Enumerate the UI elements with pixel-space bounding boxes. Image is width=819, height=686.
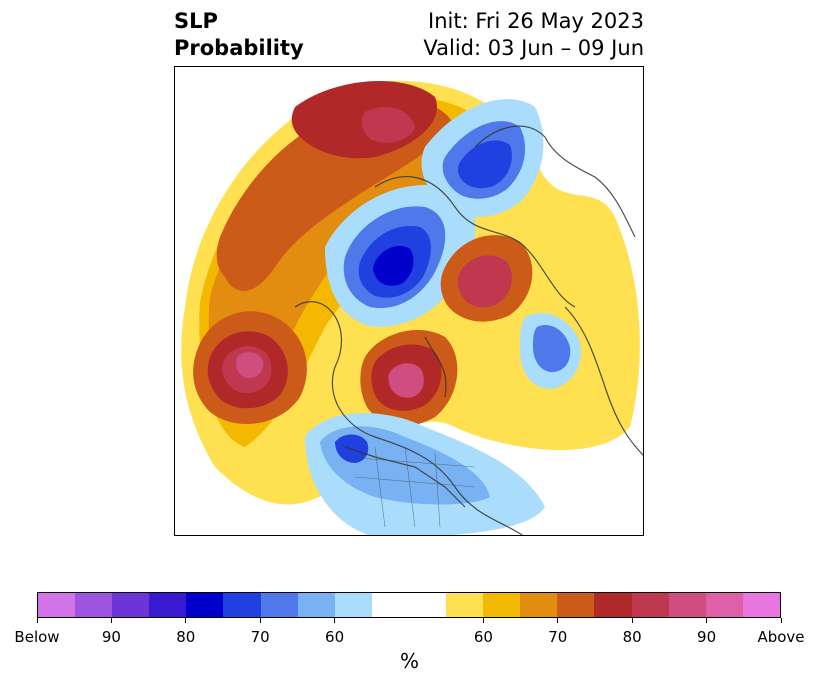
colorbar-tick-mark xyxy=(36,618,38,623)
europe-below-70-region xyxy=(533,325,571,373)
colorbar-above-swatch xyxy=(446,593,484,617)
colorbar-above-swatch xyxy=(520,593,558,617)
colorbar-tick-label: 70 xyxy=(548,628,568,646)
title-variable: SLP xyxy=(174,9,218,33)
colorbar-below-swatch xyxy=(260,593,298,617)
init-date: Init: Fri 26 May 2023 xyxy=(428,9,644,33)
above-85-region xyxy=(361,107,415,143)
colorbar-below-swatch xyxy=(149,593,187,617)
eurasia-below-80-region xyxy=(457,140,512,189)
colorbar-tick-mark xyxy=(110,618,112,623)
arctic-below-90-region xyxy=(373,245,414,286)
map-panel xyxy=(174,66,644,536)
state-borders xyxy=(344,446,476,528)
colorbar-below-swatch xyxy=(112,593,150,617)
colorbar-above-swatch xyxy=(631,593,669,617)
colorbar-above-swatch xyxy=(705,593,743,617)
colorbar xyxy=(37,592,781,618)
colorbar-above-swatch xyxy=(483,593,521,617)
probability-map xyxy=(181,80,643,535)
colorbar-label: % xyxy=(399,649,419,673)
colorbar-tick-label: 90 xyxy=(697,628,717,646)
valid-range: Valid: 03 Jun – 09 Jun xyxy=(423,36,644,60)
colorbar-tick-label: 60 xyxy=(473,628,493,646)
pacific-above-90-region xyxy=(236,352,264,379)
colorbar-below-swatch xyxy=(186,593,224,617)
colorbar-tick-mark xyxy=(334,618,336,623)
colorbar-tick-mark xyxy=(482,618,484,623)
map-title-right: Init: Fri 26 May 2023 Valid: 03 Jun – 09… xyxy=(423,8,644,62)
colorbar-below-swatch xyxy=(223,593,261,617)
coastlines xyxy=(294,125,643,535)
canada-above-85-region xyxy=(388,363,424,398)
colorbar-tick-label: Above xyxy=(757,628,805,646)
colorbar-neutral-swatch xyxy=(371,593,447,617)
colorbar-below-swatch xyxy=(297,593,335,617)
colorbar-below-swatch xyxy=(75,593,113,617)
colorbar-tick-label: 80 xyxy=(176,628,196,646)
colorbar-tick-label: 90 xyxy=(101,628,121,646)
colorbar-tick-label: 70 xyxy=(250,628,270,646)
siberia-above-85-region xyxy=(457,255,512,308)
map-title-left: SLP Probability xyxy=(174,8,304,62)
colorbar-tick-mark xyxy=(706,618,708,623)
colorbar-above-swatch xyxy=(668,593,706,617)
colorbar-tick-mark xyxy=(631,618,633,623)
colorbar-tick-mark xyxy=(780,618,782,623)
colorbar-below-swatch xyxy=(38,593,76,617)
colorbar-above-swatch xyxy=(742,593,780,617)
colorbar-above-swatch xyxy=(594,593,632,617)
colorbar-tick-mark xyxy=(259,618,261,623)
colorbar-below-swatch xyxy=(334,593,372,617)
colorbar-tick-mark xyxy=(557,618,559,623)
colorbar-tick-mark xyxy=(185,618,187,623)
title-product: Probability xyxy=(174,36,304,60)
colorbar-tick-label: 60 xyxy=(325,628,345,646)
colorbar-above-swatch xyxy=(557,593,595,617)
colorbar-tick-label: 80 xyxy=(622,628,642,646)
colorbar-tick-label: Below xyxy=(14,628,60,646)
